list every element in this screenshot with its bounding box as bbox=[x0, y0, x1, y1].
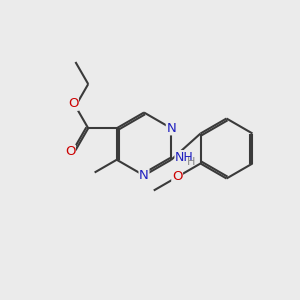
Text: O: O bbox=[65, 145, 75, 158]
Text: O: O bbox=[172, 170, 182, 184]
Text: O: O bbox=[68, 97, 78, 110]
Text: N: N bbox=[167, 122, 176, 135]
Text: H: H bbox=[187, 157, 196, 167]
Text: NH: NH bbox=[175, 151, 194, 164]
Text: N: N bbox=[139, 169, 149, 182]
